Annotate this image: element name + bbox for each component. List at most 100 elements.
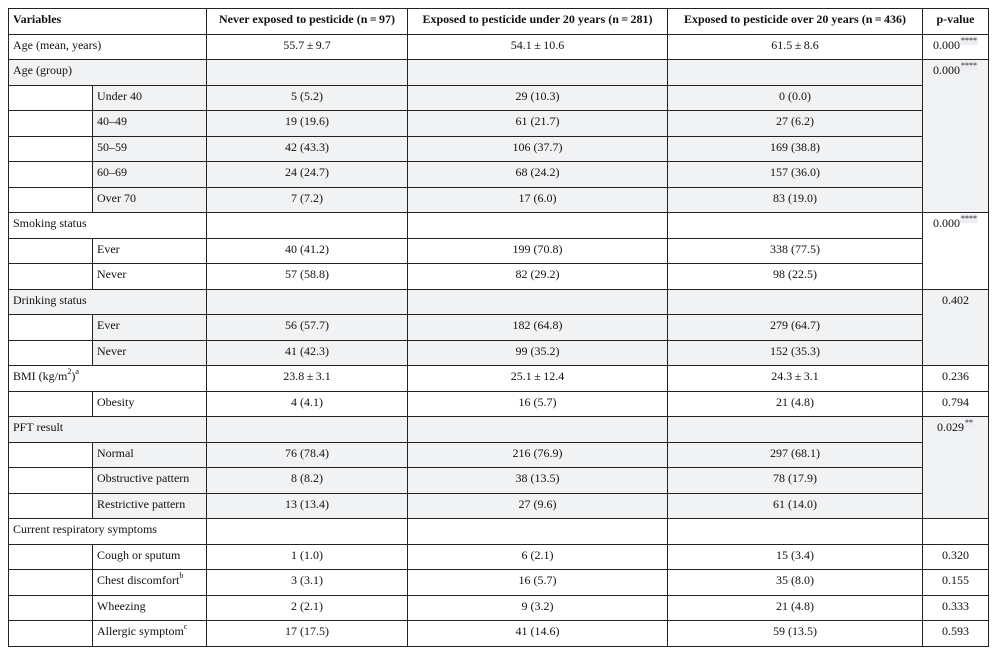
cell-under20: 38 (13.5) — [407, 467, 668, 494]
cell-over20 — [667, 416, 923, 443]
cell-p-value — [922, 518, 989, 545]
row-label: Never — [92, 263, 207, 290]
p-value: 0.000 — [933, 37, 960, 52]
cell-never: 4 (4.1) — [206, 390, 408, 417]
cell-p-value: 0.029** — [922, 416, 989, 519]
table-row: Never 57 (58.8) 82 (29.2) 98 (22.5) — [8, 263, 989, 290]
cell-over20 — [667, 212, 923, 239]
row-label: Current respiratory symptoms — [8, 518, 207, 545]
cell-over20: 0 (0.0) — [667, 84, 923, 111]
p-value: 0.000 — [933, 216, 960, 230]
cell-over20 — [667, 288, 923, 315]
table-row: Ever 40 (41.2) 199 (70.8) 338 (77.5) — [8, 237, 989, 264]
table-row: Ever 56 (57.7) 182 (64.8) 279 (64.7) — [8, 314, 989, 341]
header-variables: Variables — [8, 8, 207, 35]
cell-over20: 15 (3.4) — [667, 543, 923, 570]
bmi-label-end: ) — [71, 369, 76, 383]
row-label: Ever — [92, 237, 207, 264]
cell-under20: 61 (21.7) — [407, 110, 668, 137]
table-row: Cough or sputum 1 (1.0) 6 (2.1) 15 (3.4)… — [8, 543, 989, 570]
cell-over20: 152 (35.3) — [667, 339, 923, 366]
row-label: Obesity — [92, 390, 207, 417]
cell-p-value: 0.155 — [922, 569, 989, 596]
row-label: Restrictive pattern — [92, 492, 207, 519]
cell-never — [206, 416, 408, 443]
cell-over20: 21 (4.8) — [667, 594, 923, 621]
cell-over20: 157 (36.0) — [667, 161, 923, 188]
cell-under20: 6 (2.1) — [407, 543, 668, 570]
cell-never — [206, 59, 408, 86]
cell-under20: 216 (76.9) — [407, 441, 668, 468]
cell-under20: 106 (37.7) — [407, 135, 668, 162]
table-row: Obstructive pattern 8 (8.2) 38 (13.5) 78… — [8, 467, 989, 494]
cell-under20: 17 (6.0) — [407, 186, 668, 213]
table-row: Smoking status 0.000**** — [8, 212, 989, 290]
indent-cell — [8, 314, 93, 341]
cell-over20: 21 (4.8) — [667, 390, 923, 417]
cell-never: 2 (2.1) — [206, 594, 408, 621]
cell-p-value: 0.402 — [922, 288, 989, 366]
header-p-value: p-value — [922, 8, 989, 35]
indent-cell — [8, 263, 93, 290]
cell-never: 24 (24.7) — [206, 161, 408, 188]
table-row: Allergic symptomc 17 (17.5) 41 (14.6) 59… — [8, 620, 989, 647]
cell-over20: 169 (38.8) — [667, 135, 923, 162]
header-never-exposed: Never exposed to pesticide (n = 97) — [206, 8, 408, 35]
cell-never: 56 (57.7) — [206, 314, 408, 341]
table-row: Under 40 5 (5.2) 29 (10.3) 0 (0.0) — [8, 84, 989, 111]
cell-under20 — [407, 212, 668, 239]
table-row: Chest discomfortb 3 (3.1) 16 (5.7) 35 (8… — [8, 569, 989, 596]
cell-p-value: 0.794 — [922, 390, 989, 417]
cell-under20: 199 (70.8) — [407, 237, 668, 264]
cell-over20: 297 (68.1) — [667, 441, 923, 468]
indent-cell — [8, 237, 93, 264]
cell-over20: 83 (19.0) — [667, 186, 923, 213]
row-label: 50–59 — [92, 135, 207, 162]
cell-over20: 98 (22.5) — [667, 263, 923, 290]
cell-under20: 9 (3.2) — [407, 594, 668, 621]
row-label: Drinking status — [8, 288, 207, 315]
characteristics-table: Variables Never exposed to pesticide (n … — [8, 8, 989, 647]
row-label: Obstructive pattern — [92, 467, 207, 494]
cell-never: 57 (58.8) — [206, 263, 408, 290]
cell-p-value: 0.333 — [922, 594, 989, 621]
cell-over20: 78 (17.9) — [667, 467, 923, 494]
row-label: Under 40 — [92, 84, 207, 111]
cell-under20: 25.1 ± 12.4 — [407, 365, 668, 392]
cell-under20: 82 (29.2) — [407, 263, 668, 290]
cell-under20: 16 (5.7) — [407, 569, 668, 596]
cell-under20: 16 (5.7) — [407, 390, 668, 417]
cell-under20: 29 (10.3) — [407, 84, 668, 111]
table-row: Restrictive pattern 13 (13.4) 27 (9.6) 6… — [8, 492, 989, 519]
indent-cell — [8, 135, 93, 162]
indent-cell — [8, 84, 93, 111]
indent-cell — [8, 339, 93, 366]
cell-over20: 24.3 ± 3.1 — [667, 365, 923, 392]
indent-cell — [8, 110, 93, 137]
cell-p-value: 0.593 — [922, 620, 989, 647]
cell-over20: 338 (77.5) — [667, 237, 923, 264]
indent-cell — [8, 492, 93, 519]
cell-never: 17 (17.5) — [206, 620, 408, 647]
cell-never: 55.7 ± 9.7 — [206, 33, 408, 60]
cell-over20: 35 (8.0) — [667, 569, 923, 596]
cell-over20: 61 (14.0) — [667, 492, 923, 519]
row-label: Allergic symptomc — [92, 620, 207, 647]
cell-never: 3 (3.1) — [206, 569, 408, 596]
cell-p-value: 0.000**** — [922, 212, 989, 290]
cell-under20: 68 (24.2) — [407, 161, 668, 188]
cell-never: 41 (42.3) — [206, 339, 408, 366]
header-exposed-under-20: Exposed to pesticide under 20 years (n =… — [407, 8, 668, 35]
indent-cell — [8, 161, 93, 188]
table-row: Drinking status 0.402 — [8, 288, 989, 366]
table-row: BMI (kg/m2)a 23.8 ± 3.1 25.1 ± 12.4 24.3… — [8, 365, 989, 392]
cell-over20: 59 (13.5) — [667, 620, 923, 647]
cell-under20 — [407, 288, 668, 315]
table-row: Never 41 (42.3) 99 (35.2) 152 (35.3) — [8, 339, 989, 366]
header-row: Variables Never exposed to pesticide (n … — [8, 8, 989, 35]
cell-over20: 27 (6.2) — [667, 110, 923, 137]
cell-never: 42 (43.3) — [206, 135, 408, 162]
cell-never: 7 (7.2) — [206, 186, 408, 213]
table-row: Current respiratory symptoms — [8, 518, 989, 545]
indent-cell — [8, 390, 93, 417]
